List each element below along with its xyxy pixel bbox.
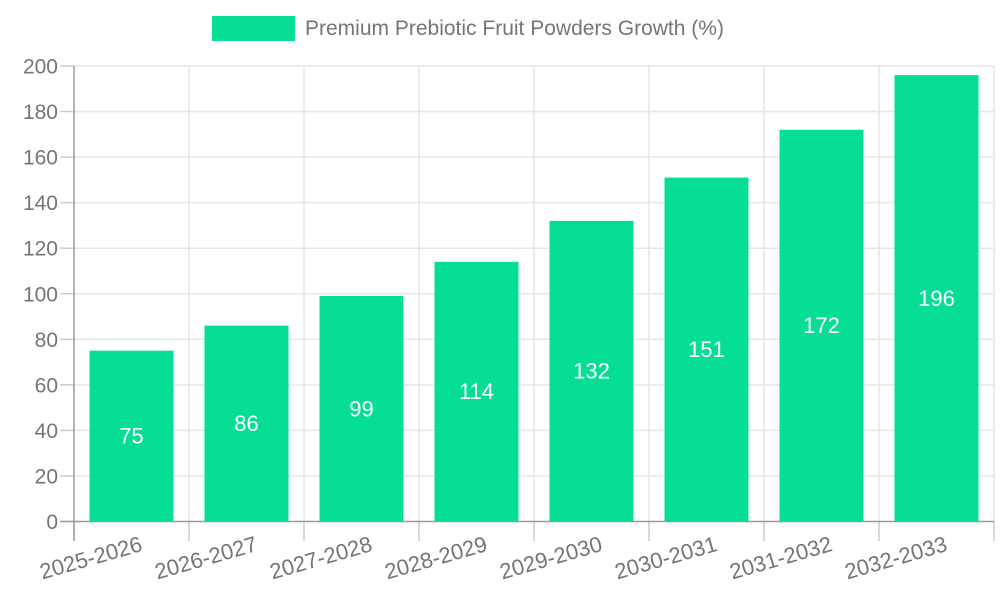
legend-label: Premium Prebiotic Fruit Powders Growth (…	[305, 16, 724, 40]
bar-value-label: 151	[688, 337, 725, 362]
legend-item[interactable]: Premium Prebiotic Fruit Powders Growth (…	[212, 16, 724, 41]
y-tick-label: 140	[23, 192, 58, 215]
y-tick-label: 60	[35, 374, 58, 397]
y-tick-label: 100	[23, 283, 58, 306]
bar-value-label: 99	[349, 396, 373, 421]
y-tick-label: 80	[35, 329, 58, 352]
y-tick-label: 200	[23, 56, 58, 79]
y-tick-label: 20	[35, 465, 58, 488]
x-category-label: 2025-2026	[37, 531, 145, 584]
y-tick-label: 120	[23, 238, 58, 261]
bar-value-label: 75	[119, 424, 143, 449]
bar	[89, 350, 174, 522]
bar-value-label: 114	[459, 379, 494, 404]
bar	[204, 325, 289, 522]
x-category-label: 2029-2030	[497, 531, 605, 584]
bar-value-label: 172	[803, 313, 840, 338]
bar	[549, 220, 634, 522]
bar	[319, 296, 404, 522]
y-tick-label: 160	[23, 147, 58, 170]
bar-value-label: 196	[918, 286, 955, 311]
x-category-label: 2031-2032	[727, 531, 835, 584]
bar	[434, 261, 519, 522]
bar-value-label: 132	[573, 359, 610, 384]
x-category-label: 2030-2031	[612, 531, 720, 584]
bar	[664, 177, 749, 522]
y-tick-label: 40	[35, 420, 58, 443]
x-category-label: 2032-2033	[842, 531, 950, 584]
x-category-label: 2026-2027	[152, 531, 260, 584]
bar	[894, 75, 979, 522]
y-tick-label: 180	[23, 101, 58, 124]
y-tick-label: 0	[46, 511, 58, 534]
x-category-label: 2027-2028	[267, 531, 375, 584]
x-category-label: 2028-2029	[382, 531, 490, 584]
bar	[779, 129, 864, 522]
legend-swatch	[212, 16, 295, 41]
bar-value-label: 86	[234, 411, 258, 436]
